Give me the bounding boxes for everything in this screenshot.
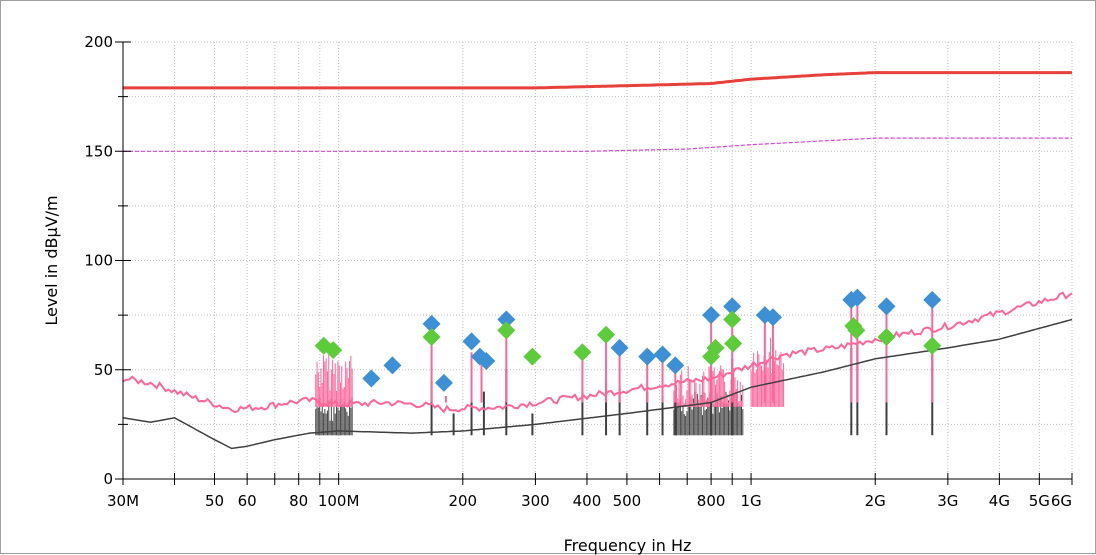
x-tick-label: 500 — [613, 492, 642, 510]
marker-peak-blue — [923, 290, 942, 309]
series-line-1 — [123, 137, 1072, 152]
marker-peak-blue — [638, 347, 657, 366]
x-tick-label: 4G — [989, 492, 1010, 510]
y-tick-label: 200 — [84, 33, 113, 51]
marker-peak-blue — [422, 314, 441, 333]
marker-peak-blue — [383, 356, 402, 375]
x-tick-label: 3G — [937, 492, 958, 510]
marker-peak-blue — [497, 310, 516, 329]
x-tick-label: 5G — [1029, 492, 1050, 510]
marker-peak-green — [324, 341, 343, 360]
marker-peak-green — [422, 327, 441, 346]
x-axis-title: Frequency in Hz — [564, 536, 692, 555]
x-tick-label: 2G — [865, 492, 886, 510]
x-tick-label: 400 — [573, 492, 602, 510]
marker-peak-blue — [877, 297, 896, 316]
marker-peak-blue — [477, 352, 496, 371]
marker-peak-green — [523, 347, 542, 366]
x-tick-label: 300 — [521, 492, 550, 510]
marker-peak-green — [723, 310, 742, 329]
marker-peak-blue — [462, 332, 481, 351]
marker-peak-green — [497, 321, 516, 340]
marker-peak-green — [877, 327, 896, 346]
x-tick-label: 6G — [1051, 492, 1072, 510]
y-tick-label: 100 — [84, 252, 113, 270]
x-tick-label: 80 — [289, 492, 308, 510]
x-tick-label: 60 — [238, 492, 257, 510]
marker-peak-blue — [666, 356, 685, 375]
x-tick-label: 800 — [697, 492, 726, 510]
marker-peak-blue — [362, 369, 381, 388]
marker-peak-blue — [763, 308, 782, 327]
marker-peak-blue — [610, 338, 629, 357]
x-tick-label: 1G — [740, 492, 761, 510]
series-line-3 — [122, 318, 1073, 450]
marker-peak-blue — [702, 306, 721, 325]
series-line-0 — [123, 71, 1072, 90]
x-tick-label: 200 — [448, 492, 477, 510]
marker-peak-green — [706, 338, 725, 357]
marker-peak-green — [847, 321, 866, 340]
x-tick-label: 30M — [107, 492, 139, 510]
y-tick-label: 0 — [103, 470, 113, 488]
marker-peak-green — [724, 334, 743, 353]
marker-peak-green — [597, 325, 616, 344]
marker-peak-blue — [434, 373, 453, 392]
series-line-2 — [122, 291, 1073, 414]
marker-peak-blue — [723, 297, 742, 316]
y-tick-label: 150 — [84, 142, 113, 160]
y-axis-title: Level in dBμV/m — [42, 195, 61, 325]
x-tick-label: 50 — [205, 492, 224, 510]
marker-peak-green — [923, 336, 942, 355]
y-tick-label: 50 — [94, 361, 113, 379]
marker-peak-green — [573, 343, 592, 362]
marker-peak-blue — [848, 288, 867, 307]
x-tick-label: 100M — [318, 492, 360, 510]
marker-peak-blue — [653, 345, 672, 364]
